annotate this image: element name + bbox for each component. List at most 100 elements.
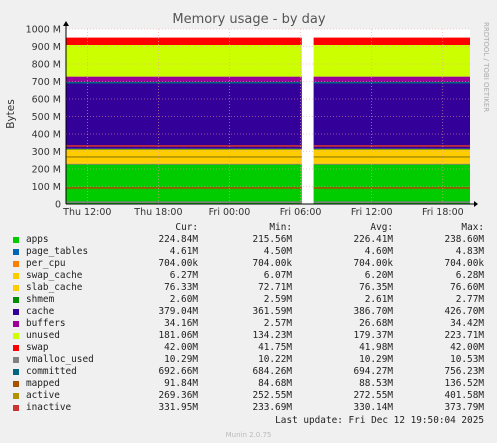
area-shmem (66, 148, 302, 150)
legend-series-name: swap_cache (26, 270, 83, 281)
x-tick-label: Fri 00:00 (209, 207, 251, 218)
legend-swatch (13, 261, 19, 267)
legend-cur-value: 2.60M (169, 294, 198, 305)
area-swap_cache (66, 162, 302, 164)
y-tick-label: 900 M (32, 42, 61, 53)
stacked-areas (66, 37, 470, 204)
legend-max-value: 4.83M (455, 246, 484, 257)
last-update: Last update: Fri Dec 12 19:50:04 2025 (275, 415, 484, 426)
legend-rows: apps 224.84M 215.56M 226.41M 238.60M page_tab… (12, 234, 488, 414)
legend-cur-value: 704.00k (158, 258, 198, 269)
legend-min-value: 361.59M (252, 306, 292, 317)
y-tick-label: 700 M (32, 77, 61, 88)
legend-header-avg: Avg: (370, 222, 393, 233)
legend-max-value: 223.71M (444, 330, 484, 341)
legend-header-row: Cur: Min: Avg: Max: (12, 222, 488, 234)
y-tick-label: 800 M (32, 60, 61, 71)
legend-header-cur: Cur: (175, 222, 198, 233)
legend-row: vmalloc_used 10.29M 10.22M 10.29M 10.53M (12, 354, 488, 366)
legend-min-value: 2.57M (263, 318, 292, 329)
y-axis-label: Bytes (5, 99, 17, 128)
legend-min-value: 134.23M (252, 330, 292, 341)
y-tick-label: 500 M (32, 112, 61, 123)
legend-table: Cur: Min: Avg: Max: apps 224.84M 215.56M 22… (12, 222, 488, 414)
area-unused (66, 44, 302, 77)
area-slab_cache (313, 149, 470, 163)
legend-avg-value: 226.41M (353, 234, 393, 245)
munin-version: Munin 2.0.75 (225, 431, 272, 439)
y-axis-arrow (63, 21, 69, 26)
y-tick-label: 600 M (32, 95, 61, 106)
legend-max-value: 401.58M (444, 390, 484, 401)
legend-row: committed 692.66M 684.26M 694.27M 756.23M (12, 366, 488, 378)
legend-avg-value: 272.55M (353, 390, 393, 401)
legend-min-value: 2.59M (263, 294, 292, 305)
legend-header-max: Max: (461, 222, 484, 233)
legend-avg-value: 88.53M (359, 378, 393, 389)
legend-avg-value: 4.60M (364, 246, 393, 257)
legend-series-name: mapped (26, 378, 60, 389)
x-axis-ticks: Thu 12:00 Thu 18:00 Fri 00:00 Fri 06:00 Fri … (62, 207, 463, 218)
legend-max-value: 10.53M (450, 354, 484, 365)
legend-min-value: 72.71M (258, 282, 292, 293)
legend-series-name: inactive (26, 402, 72, 413)
y-tick-label: 400 M (32, 130, 61, 141)
legend-avg-value: 2.61M (364, 294, 393, 305)
legend-max-value: 76.60M (450, 282, 484, 293)
legend-max-value: 704.00k (444, 258, 484, 269)
legend-min-value: 41.75M (258, 342, 292, 353)
legend-series-name: apps (26, 234, 49, 245)
area-per_cpu (66, 163, 302, 165)
area-buffers (66, 76, 302, 83)
legend-row: swap 42.00M 41.75M 41.98M 42.00M (12, 342, 488, 354)
legend-cur-value: 34.16M (164, 318, 198, 329)
legend-row: cache 379.04M 361.59M 386.70M 426.70M (12, 306, 488, 318)
legend-cur-value: 379.04M (158, 306, 198, 317)
legend-series-name: buffers (26, 318, 66, 329)
legend-avg-value: 330.14M (353, 402, 393, 413)
legend-max-value: 238.60M (444, 234, 484, 245)
legend-swatch (13, 345, 19, 351)
legend-avg-value: 694.27M (353, 366, 393, 377)
legend-row: mapped 91.84M 84.68M 88.53M 136.52M (12, 378, 488, 390)
y-tick-label: 300 M (32, 147, 61, 158)
legend-row: active 269.36M 252.55M 272.55M 401.58M (12, 390, 488, 402)
legend-row: shmem 2.60M 2.59M 2.61M 2.77M (12, 294, 488, 306)
legend-swatch (13, 393, 19, 399)
legend-series-name: page_tables (26, 246, 89, 257)
legend-max-value: 2.77M (455, 294, 484, 305)
legend-row: buffers 34.16M 2.57M 26.68M 34.42M (12, 318, 488, 330)
legend-avg-value: 6.20M (364, 270, 393, 281)
area-apps (313, 164, 470, 204)
legend-min-value: 10.22M (258, 354, 292, 365)
legend-series-name: cache (26, 306, 55, 317)
legend-avg-value: 179.37M (353, 330, 393, 341)
legend-series-name: unused (26, 330, 60, 341)
legend-swatch (13, 297, 19, 303)
legend-min-value: 4.50M (263, 246, 292, 257)
legend-swatch (13, 321, 19, 327)
memory-chart: Memory usage - by day Bytes RRDTOOL / TO… (5, 12, 490, 218)
legend-series-name: vmalloc_used (26, 354, 94, 365)
area-shmem (313, 148, 470, 150)
legend-max-value: 136.52M (444, 378, 484, 389)
legend-max-value: 426.70M (444, 306, 484, 317)
legend-max-value: 756.23M (444, 366, 484, 377)
line-series (66, 81, 470, 203)
legend-swatch (13, 381, 19, 387)
y-tick-label: 1000 M (26, 25, 61, 36)
legend-series-name: committed (26, 366, 77, 377)
rrdtool-credit: RRDTOOL / TOBI OETIKER (482, 22, 490, 112)
y-axis-ticks: 0 100 M 200 M 300 M 400 M 500 M 600 M 700 M 800 … (26, 25, 61, 211)
legend-row: per_cpu 704.00k 704.00k 704.00k 704.00k (12, 258, 488, 270)
legend-series-name: shmem (26, 294, 55, 305)
legend-series-name: swap (26, 342, 49, 353)
area-apps (66, 164, 302, 204)
y-tick-label: 100 M (32, 182, 61, 193)
legend-cur-value: 4.61M (169, 246, 198, 257)
legend-avg-value: 10.29M (359, 354, 393, 365)
legend-cur-value: 692.66M (158, 366, 198, 377)
x-tick-label: Thu 18:00 (133, 207, 182, 218)
legend-row: page_tables 4.61M 4.50M 4.60M 4.83M (12, 246, 488, 258)
